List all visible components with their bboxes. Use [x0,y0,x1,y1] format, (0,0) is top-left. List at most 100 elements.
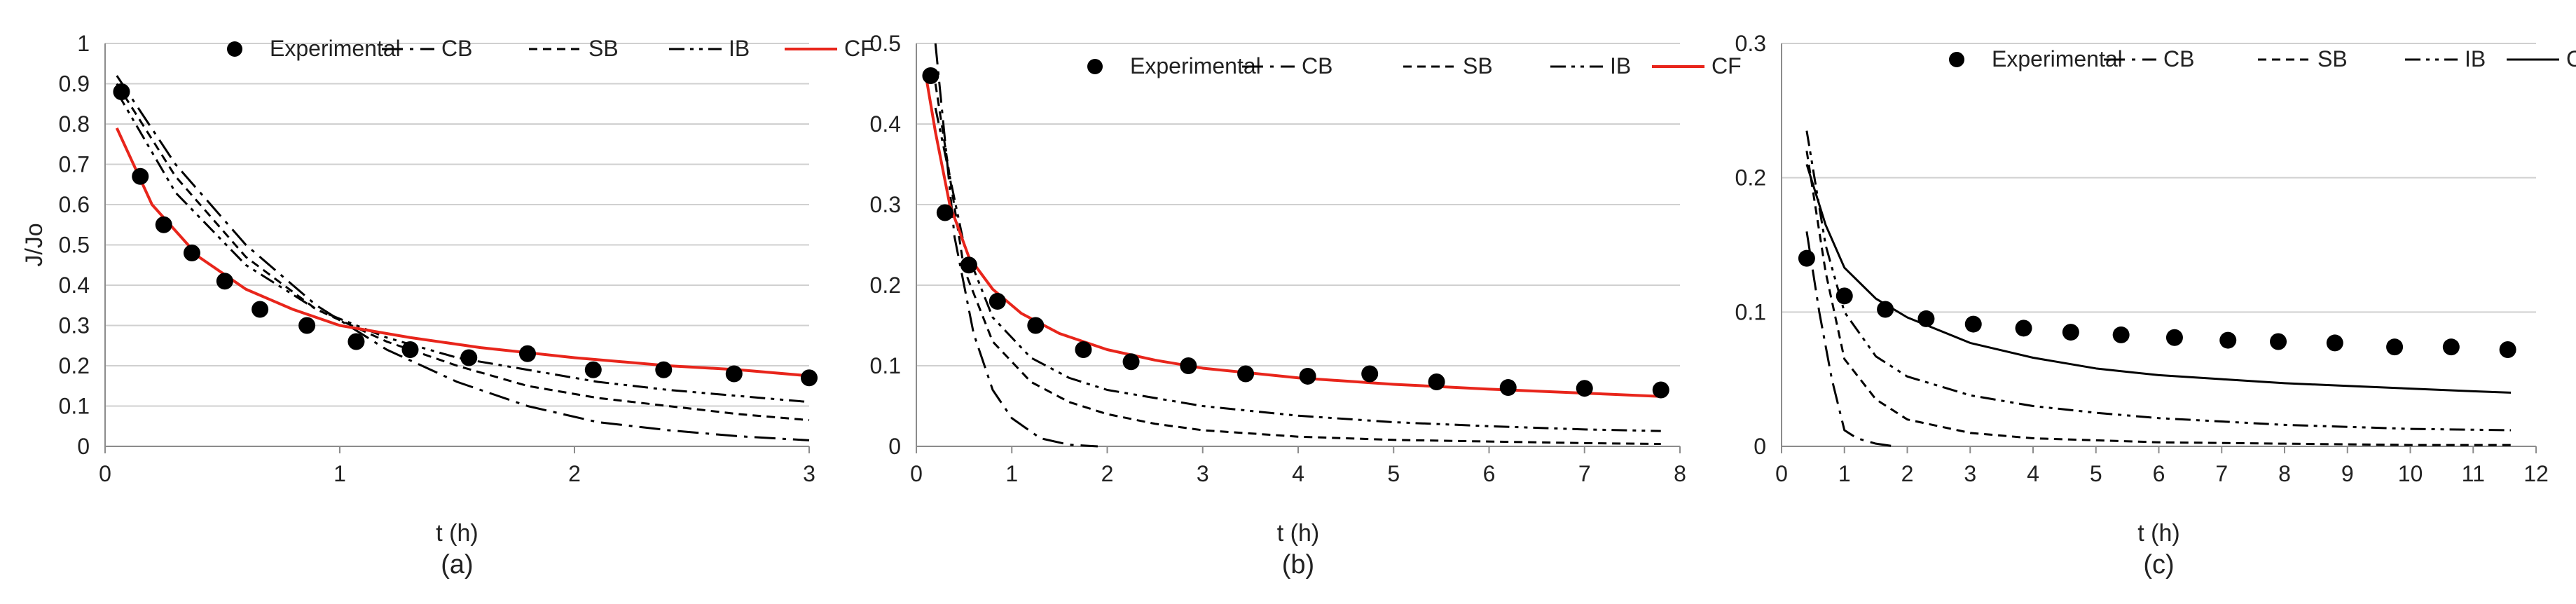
experimental-point [1428,373,1445,390]
experimental-point [1361,365,1379,383]
experimental-point [460,349,478,366]
x-tick-label: 4 [2027,461,2039,486]
experimental-point [155,216,172,233]
x-tick-label: 9 [2341,461,2354,486]
series-line-cf [1805,164,2512,394]
series-line-sb [116,83,810,422]
legend-label-sb: SB [2317,46,2348,71]
y-tick-label: 0 [1754,434,1766,459]
y-tick-label: 0.3 [59,313,90,338]
experimental-point [1027,317,1045,334]
x-tick-label: 3 [803,461,815,486]
panel-label: (c) [2143,550,2174,579]
y-tick-label: 0.8 [59,111,90,137]
experimental-point [989,293,1006,310]
x-tick-label: 5 [1387,461,1400,486]
x-tick-label: 11 [2462,461,2485,486]
series-line-cb [1805,231,1895,448]
experimental-point [2219,331,2237,349]
experimental-point [801,369,818,387]
experimental-point [655,361,673,378]
y-tick-label: 0.4 [870,111,901,137]
experimental-point [2112,326,2130,343]
x-axis-label: t (h) [436,520,478,547]
y-tick-label: 0.4 [59,273,90,298]
chart-panel-2: 0 0.1 0.2 0.3 0.4 0.5 0 1 2 3 4 5 6 7 8 Experimental CB S… [870,31,1742,579]
legend-label-sb: SB [1463,53,1493,78]
x-tick-label: 12 [2523,461,2549,486]
series-line-ib [1805,130,2512,432]
y-tick-label: 0.2 [59,353,90,378]
series-line-sb [1805,151,2512,446]
experimental-point [2499,341,2516,358]
experimental-point [1798,249,1815,267]
y-tick-label: 0.2 [1735,165,1766,191]
y-tick-label: 0.9 [59,71,90,97]
x-tick-label: 0 [99,461,111,486]
legend-label-ib: IB [2465,46,2486,71]
legend-label-cf: CF [2566,46,2576,71]
x-tick-label: 2 [568,461,581,486]
experimental-point [1835,287,1853,305]
x-tick-label: 8 [2278,461,2291,486]
y-tick-label: 0.3 [1735,31,1766,56]
x-tick-label: 6 [2153,461,2165,486]
y-tick-label: 0.5 [870,31,901,56]
legend-marker-experimental [227,41,242,57]
x-tick-label: 1 [333,461,346,486]
y-tick-label: 0.1 [870,353,901,378]
panel-label: (b) [1282,550,1314,579]
experimental-point [183,245,200,261]
experimental-point [132,167,149,185]
legend-label-experimental: Experimental [1992,46,2123,71]
experimental-point [2270,333,2287,350]
experimental-point [1237,365,1255,383]
legend-label-experimental: Experimental [270,36,401,61]
legend: Experimental CB SB IB CF [1949,46,2576,71]
x-tick-label: 4 [1292,461,1304,486]
y-tick-label: 0.2 [870,273,901,298]
legend-label-experimental: Experimental [1130,53,1261,78]
legend-label-ib: IB [1610,53,1631,78]
y-tick-label: 1 [77,31,90,56]
series-line-ib [934,107,1661,432]
x-axis-label: t (h) [2137,520,2179,547]
x-tick-label: 2 [1901,461,1914,486]
experimental-point [2062,324,2079,341]
experimental-point [2326,334,2343,352]
x-tick-label: 2 [1101,461,1114,486]
experimental-point [2386,338,2404,356]
y-tick-label: 0.1 [1735,299,1766,324]
experimental-point [2442,338,2460,356]
experimental-point [216,273,233,290]
experimental-point [725,365,743,383]
experimental-point [922,67,939,84]
x-tick-label: 1 [1838,461,1851,486]
experimental-point [1122,353,1140,371]
x-tick-label: 0 [1775,461,1788,486]
panel-label: (a) [441,550,473,579]
legend: Experimental CB SB IB CF [1087,53,1742,78]
y-tick-label: 0.5 [59,233,90,258]
experimental-point [1299,367,1316,385]
series-line-cf [115,127,810,378]
series-line-sb [934,83,1661,446]
x-tick-label: 3 [1964,461,1976,486]
x-tick-label: 10 [2398,461,2423,486]
x-tick-label: 6 [1483,461,1496,486]
experimental-point [113,83,130,100]
y-tick-label: 0 [77,434,90,459]
legend-label-sb: SB [588,36,619,61]
legend: Experimental CB SB IB CF [227,36,874,61]
experimental-point [298,317,316,334]
experimental-point [936,204,953,221]
legend-label-cf: CF [1711,53,1742,78]
experimental-point [1917,310,1935,327]
experimental-point [584,361,602,378]
experimental-point [401,341,419,358]
series-line-cb [116,75,810,441]
x-tick-label: 8 [1674,461,1686,486]
experimental-point [960,256,977,274]
